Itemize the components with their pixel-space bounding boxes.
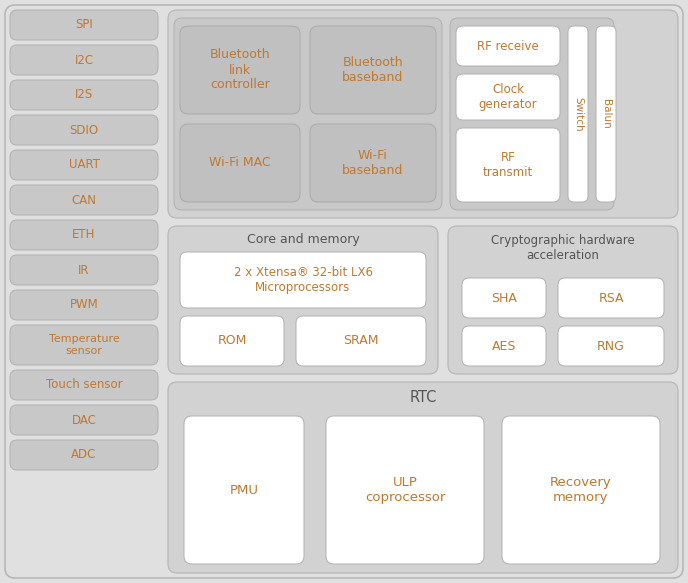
FancyBboxPatch shape [326, 416, 484, 564]
Text: Balun: Balun [601, 99, 611, 129]
Text: I2S: I2S [75, 89, 93, 101]
FancyBboxPatch shape [10, 80, 158, 110]
Text: Temperature
sensor: Temperature sensor [49, 334, 120, 356]
Text: IR: IR [78, 264, 89, 276]
Text: SDIO: SDIO [69, 124, 98, 136]
FancyBboxPatch shape [10, 405, 158, 435]
FancyBboxPatch shape [502, 416, 660, 564]
Text: RF
transmit: RF transmit [483, 151, 533, 179]
FancyBboxPatch shape [456, 26, 560, 66]
FancyBboxPatch shape [168, 10, 678, 218]
Text: Cryptographic hardware
acceleration: Cryptographic hardware acceleration [491, 234, 635, 262]
FancyBboxPatch shape [10, 255, 158, 285]
FancyBboxPatch shape [10, 10, 158, 40]
Text: RF receive: RF receive [477, 40, 539, 52]
FancyBboxPatch shape [596, 26, 616, 202]
FancyBboxPatch shape [558, 278, 664, 318]
FancyBboxPatch shape [310, 124, 436, 202]
Text: Bluetooth
baseband: Bluetooth baseband [343, 56, 404, 84]
FancyBboxPatch shape [10, 115, 158, 145]
Text: Touch sensor: Touch sensor [45, 378, 122, 392]
Text: Recovery
memory: Recovery memory [550, 476, 612, 504]
Text: I2C: I2C [74, 54, 94, 66]
Text: Core and memory: Core and memory [246, 234, 359, 247]
FancyBboxPatch shape [174, 18, 442, 210]
FancyBboxPatch shape [568, 26, 588, 202]
Text: CAN: CAN [72, 194, 96, 206]
FancyBboxPatch shape [5, 5, 683, 578]
FancyBboxPatch shape [456, 74, 560, 120]
FancyBboxPatch shape [462, 278, 546, 318]
FancyBboxPatch shape [558, 326, 664, 366]
Text: Clock
generator: Clock generator [479, 83, 537, 111]
FancyBboxPatch shape [10, 45, 158, 75]
FancyBboxPatch shape [296, 316, 426, 366]
FancyBboxPatch shape [180, 124, 300, 202]
FancyBboxPatch shape [10, 440, 158, 470]
Text: RSA: RSA [599, 292, 624, 304]
FancyBboxPatch shape [10, 370, 158, 400]
FancyBboxPatch shape [10, 150, 158, 180]
Text: RNG: RNG [597, 339, 625, 353]
Text: Wi-Fi MAC: Wi-Fi MAC [209, 156, 271, 170]
Text: 2 x Xtensa® 32-bit LX6
Microprocessors: 2 x Xtensa® 32-bit LX6 Microprocessors [233, 266, 372, 294]
FancyBboxPatch shape [180, 26, 300, 114]
Text: PMU: PMU [230, 483, 259, 497]
FancyBboxPatch shape [168, 382, 678, 573]
Text: DAC: DAC [72, 413, 96, 427]
Text: AES: AES [492, 339, 516, 353]
Text: ROM: ROM [217, 335, 247, 347]
Text: ETH: ETH [72, 229, 96, 241]
FancyBboxPatch shape [448, 226, 678, 374]
Text: ULP
coprocessor: ULP coprocessor [365, 476, 445, 504]
FancyBboxPatch shape [456, 128, 560, 202]
Text: UART: UART [69, 159, 100, 171]
Text: SPI: SPI [75, 19, 93, 31]
Text: SHA: SHA [491, 292, 517, 304]
Text: SRAM: SRAM [343, 335, 379, 347]
FancyBboxPatch shape [180, 252, 426, 308]
FancyBboxPatch shape [168, 226, 438, 374]
Text: PWM: PWM [69, 298, 98, 311]
FancyBboxPatch shape [180, 316, 284, 366]
Text: Wi-Fi
baseband: Wi-Fi baseband [343, 149, 404, 177]
FancyBboxPatch shape [184, 416, 304, 564]
FancyBboxPatch shape [450, 18, 614, 210]
Text: RTC: RTC [409, 389, 437, 405]
FancyBboxPatch shape [10, 290, 158, 320]
FancyBboxPatch shape [10, 185, 158, 215]
Text: Bluetooth
link
controller: Bluetooth link controller [210, 48, 270, 92]
FancyBboxPatch shape [10, 325, 158, 365]
FancyBboxPatch shape [10, 220, 158, 250]
Text: ADC: ADC [72, 448, 97, 462]
FancyBboxPatch shape [310, 26, 436, 114]
Text: Switch: Switch [573, 97, 583, 131]
FancyBboxPatch shape [462, 326, 546, 366]
